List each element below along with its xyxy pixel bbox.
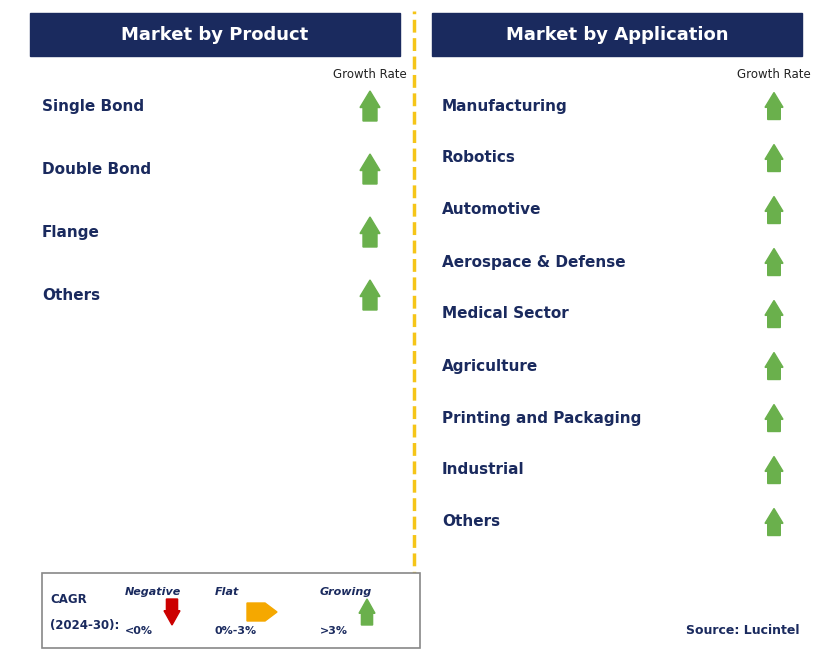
Text: Medical Sector: Medical Sector (441, 306, 568, 322)
Text: <0%: <0% (125, 627, 153, 637)
Polygon shape (764, 196, 782, 224)
Text: Negative: Negative (125, 587, 181, 597)
Text: Double Bond: Double Bond (42, 161, 151, 176)
Text: Others: Others (441, 515, 499, 529)
Bar (30, 13, 400, 56)
Polygon shape (764, 300, 782, 328)
Text: Manufacturing: Manufacturing (441, 99, 567, 113)
Text: Aerospace & Defense: Aerospace & Defense (441, 254, 625, 270)
Bar (42, 573, 420, 648)
Text: Growing: Growing (320, 587, 372, 597)
Polygon shape (359, 154, 379, 184)
Polygon shape (247, 603, 277, 621)
Polygon shape (764, 456, 782, 484)
Text: Robotics: Robotics (441, 151, 515, 165)
Polygon shape (764, 145, 782, 172)
Polygon shape (359, 91, 379, 121)
Text: Flange: Flange (42, 224, 99, 240)
Text: CAGR: CAGR (50, 593, 87, 606)
Polygon shape (359, 280, 379, 310)
Text: >3%: >3% (320, 627, 348, 637)
Text: Flat: Flat (214, 587, 239, 597)
Polygon shape (764, 404, 782, 432)
Polygon shape (359, 217, 379, 247)
Text: Market by Product: Market by Product (121, 25, 308, 43)
Text: Growth Rate: Growth Rate (736, 67, 810, 81)
Polygon shape (764, 509, 782, 535)
Polygon shape (764, 93, 782, 119)
Text: Market by Application: Market by Application (505, 25, 727, 43)
Text: (2024-30):: (2024-30): (50, 619, 119, 632)
Text: Printing and Packaging: Printing and Packaging (441, 410, 641, 426)
Text: Agriculture: Agriculture (441, 358, 537, 374)
Polygon shape (764, 248, 782, 276)
Text: Single Bond: Single Bond (42, 99, 144, 113)
Text: Industrial: Industrial (441, 462, 524, 478)
Polygon shape (764, 352, 782, 380)
Text: Automotive: Automotive (441, 202, 541, 218)
Text: Others: Others (42, 288, 100, 302)
Polygon shape (359, 599, 374, 625)
Polygon shape (164, 599, 180, 625)
Text: 0%-3%: 0%-3% (214, 627, 257, 637)
Bar (431, 13, 801, 56)
Text: Source: Lucintel: Source: Lucintel (686, 625, 799, 637)
Text: Growth Rate: Growth Rate (333, 67, 407, 81)
